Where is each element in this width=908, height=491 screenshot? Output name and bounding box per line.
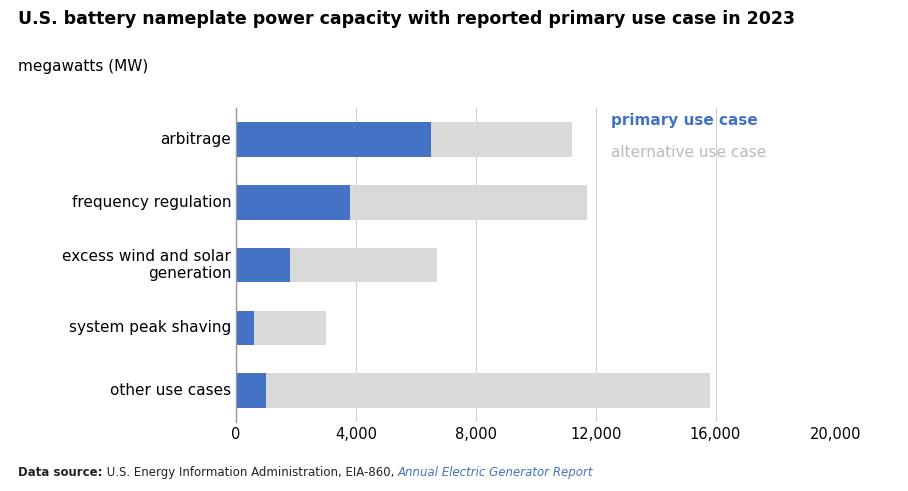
Text: alternative use case: alternative use case [611, 145, 765, 160]
Bar [236, 374, 266, 408]
Text: megawatts (MW): megawatts (MW) [18, 59, 148, 74]
Bar [236, 248, 290, 282]
Bar [236, 374, 709, 408]
Text: primary use case: primary use case [611, 113, 757, 128]
Bar [236, 185, 587, 219]
Text: U.S. battery nameplate power capacity with reported primary use case in 2023: U.S. battery nameplate power capacity wi… [18, 10, 795, 28]
Bar [236, 311, 326, 345]
Bar [236, 185, 350, 219]
Text: Annual Electric Generator Report: Annual Electric Generator Report [398, 466, 593, 479]
Bar [236, 311, 254, 345]
Bar [236, 122, 431, 157]
Bar [236, 248, 437, 282]
Text: U.S. Energy Information Administration, EIA-860,: U.S. Energy Information Administration, … [103, 466, 398, 479]
Bar [236, 122, 572, 157]
Text: Data source:: Data source: [18, 466, 103, 479]
